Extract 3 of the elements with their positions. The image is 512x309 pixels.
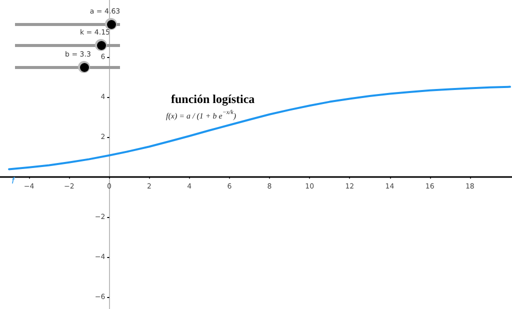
text: función logística xyxy=(171,92,255,106)
line-series xyxy=(8,86,511,170)
series-label: f xyxy=(12,176,16,186)
